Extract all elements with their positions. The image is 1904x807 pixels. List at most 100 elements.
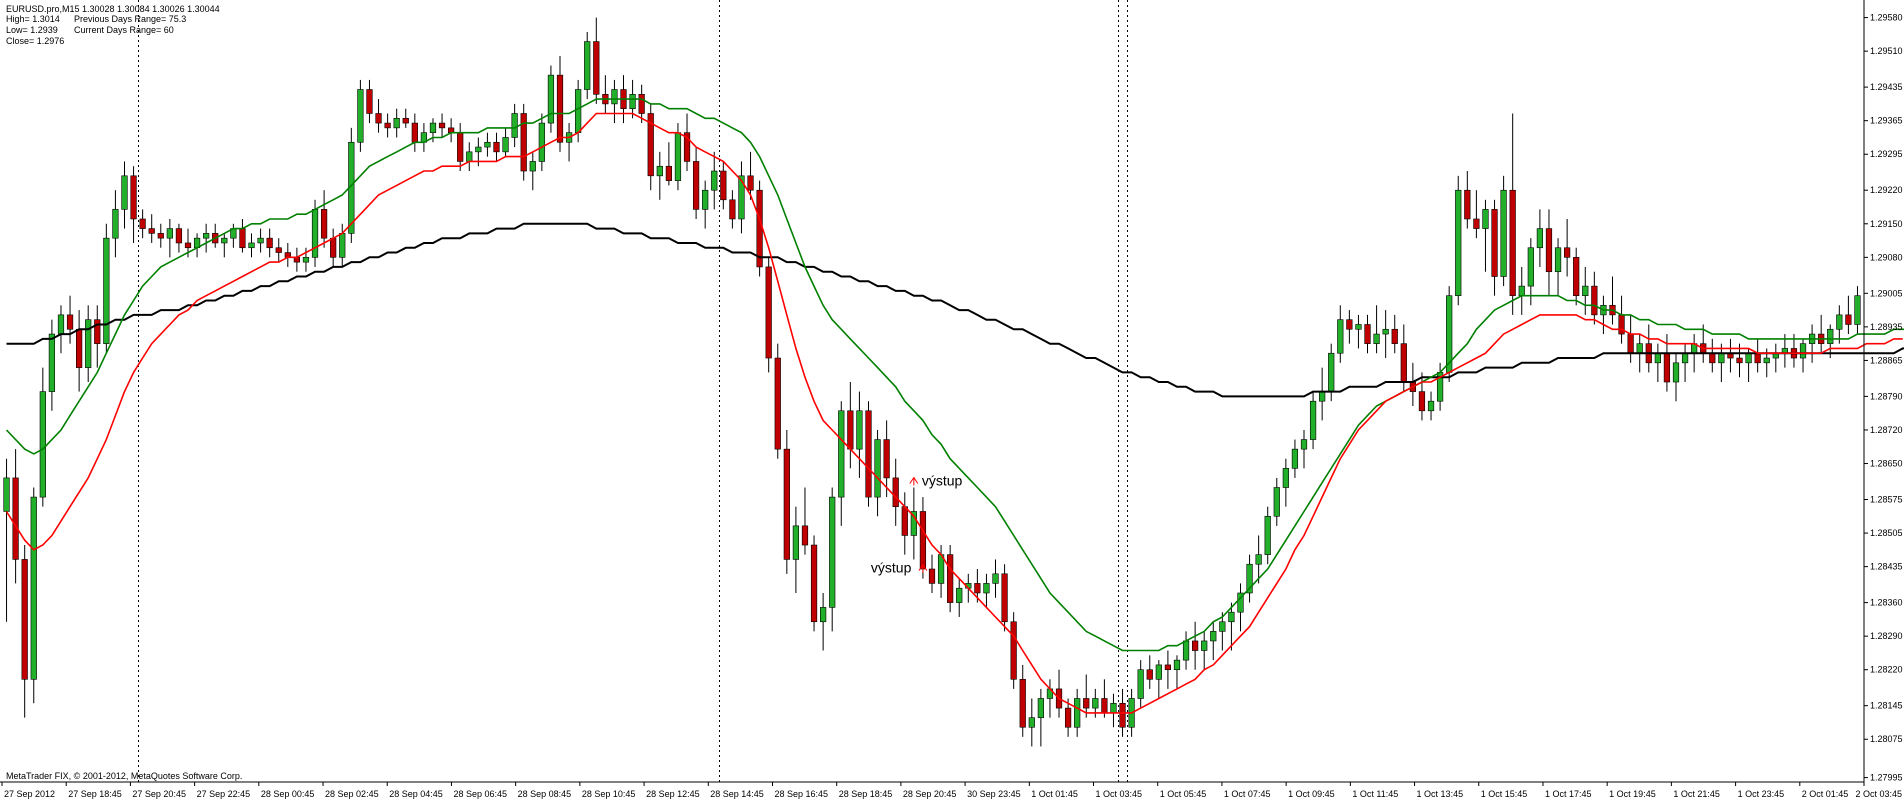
- candle[interactable]: [1545, 209, 1553, 296]
- candle[interactable]: [66, 295, 74, 344]
- candle[interactable]: [647, 103, 654, 191]
- candle[interactable]: [1264, 506, 1271, 565]
- candle[interactable]: [12, 449, 19, 584]
- candle[interactable]: [1219, 612, 1226, 651]
- candle[interactable]: [665, 142, 672, 186]
- candle[interactable]: [756, 180, 763, 277]
- candle[interactable]: [783, 429, 790, 574]
- candle[interactable]: [856, 391, 863, 478]
- candle[interactable]: [1155, 660, 1162, 699]
- candle[interactable]: [838, 401, 845, 526]
- candle[interactable]: [1573, 247, 1580, 306]
- candle[interactable]: [1300, 429, 1308, 469]
- candle[interactable]: [393, 108, 400, 138]
- candle[interactable]: [702, 180, 709, 229]
- candle[interactable]: [1192, 621, 1199, 670]
- candle[interactable]: [1010, 612, 1017, 689]
- candle[interactable]: [438, 113, 446, 138]
- candle[interactable]: [1591, 271, 1598, 325]
- candle[interactable]: [94, 305, 101, 368]
- candle[interactable]: [1509, 113, 1516, 315]
- candle[interactable]: [874, 429, 881, 517]
- candle[interactable]: [257, 228, 264, 253]
- candle[interactable]: [130, 166, 137, 243]
- candle[interactable]: [947, 545, 954, 613]
- candle[interactable]: [85, 305, 92, 383]
- candle[interactable]: [375, 99, 382, 133]
- candle[interactable]: [1845, 295, 1852, 335]
- candle[interactable]: [1455, 175, 1462, 306]
- candle[interactable]: [1346, 310, 1353, 344]
- candle[interactable]: [1083, 674, 1090, 718]
- candle[interactable]: [1173, 655, 1181, 689]
- candle[interactable]: [584, 31, 591, 100]
- candle[interactable]: [747, 151, 754, 200]
- candle[interactable]: [1427, 391, 1435, 421]
- candle[interactable]: [1237, 583, 1244, 632]
- candle[interactable]: [320, 190, 328, 248]
- candle[interactable]: [1164, 650, 1172, 689]
- candle[interactable]: [30, 487, 37, 704]
- candle[interactable]: [139, 209, 146, 239]
- candle[interactable]: [765, 257, 772, 373]
- candle[interactable]: [39, 367, 46, 507]
- candle[interactable]: [711, 151, 718, 210]
- candle[interactable]: [1382, 310, 1389, 359]
- candle[interactable]: [1582, 266, 1589, 315]
- candle[interactable]: [384, 113, 391, 138]
- candle[interactable]: [683, 113, 691, 172]
- candle[interactable]: [1019, 664, 1026, 737]
- candle[interactable]: [1482, 199, 1489, 272]
- candle[interactable]: [275, 238, 282, 263]
- candle[interactable]: [1291, 439, 1299, 478]
- candle[interactable]: [720, 161, 727, 210]
- candle[interactable]: [1373, 305, 1380, 354]
- candle[interactable]: [820, 592, 827, 651]
- candle[interactable]: [1536, 209, 1544, 267]
- candle[interactable]: [1001, 564, 1008, 632]
- candle[interactable]: [1037, 688, 1044, 747]
- candle[interactable]: [1854, 286, 1861, 335]
- candle[interactable]: [538, 113, 545, 172]
- candle[interactable]: [21, 545, 28, 718]
- candle[interactable]: [1464, 171, 1471, 229]
- candle[interactable]: [366, 79, 373, 124]
- candle[interactable]: [1282, 458, 1289, 507]
- candle[interactable]: [203, 223, 210, 253]
- candle[interactable]: [1074, 688, 1081, 737]
- candle[interactable]: [166, 218, 173, 258]
- candle[interactable]: [1309, 391, 1317, 450]
- candle[interactable]: [1355, 314, 1362, 349]
- candle[interactable]: [1201, 631, 1208, 670]
- candle[interactable]: [157, 223, 164, 248]
- candle[interactable]: [1672, 353, 1680, 402]
- candle[interactable]: [1146, 655, 1153, 689]
- candle[interactable]: [892, 458, 899, 526]
- candle[interactable]: [1137, 660, 1144, 709]
- candle[interactable]: [1446, 286, 1453, 383]
- candle[interactable]: [1210, 621, 1217, 661]
- candle[interactable]: [829, 487, 836, 632]
- candle[interactable]: [1246, 554, 1253, 603]
- candle[interactable]: [1491, 199, 1498, 296]
- candle[interactable]: [738, 161, 745, 234]
- candle[interactable]: [1564, 218, 1571, 277]
- candle[interactable]: [1064, 698, 1072, 737]
- candle[interactable]: [1337, 305, 1344, 363]
- candle[interactable]: [1736, 343, 1743, 378]
- candle[interactable]: [1273, 477, 1280, 526]
- candle[interactable]: [121, 161, 128, 229]
- candle[interactable]: [1527, 238, 1534, 306]
- candle[interactable]: [983, 573, 990, 608]
- candle[interactable]: [556, 55, 564, 152]
- candle[interactable]: [1799, 338, 1807, 373]
- candle[interactable]: [175, 223, 183, 253]
- candle[interactable]: [729, 190, 736, 229]
- candle[interactable]: [112, 190, 119, 258]
- candle[interactable]: [865, 401, 872, 507]
- candle[interactable]: [266, 228, 273, 258]
- candle[interactable]: [1255, 535, 1262, 584]
- candle[interactable]: [484, 132, 491, 157]
- candle[interactable]: [883, 420, 890, 498]
